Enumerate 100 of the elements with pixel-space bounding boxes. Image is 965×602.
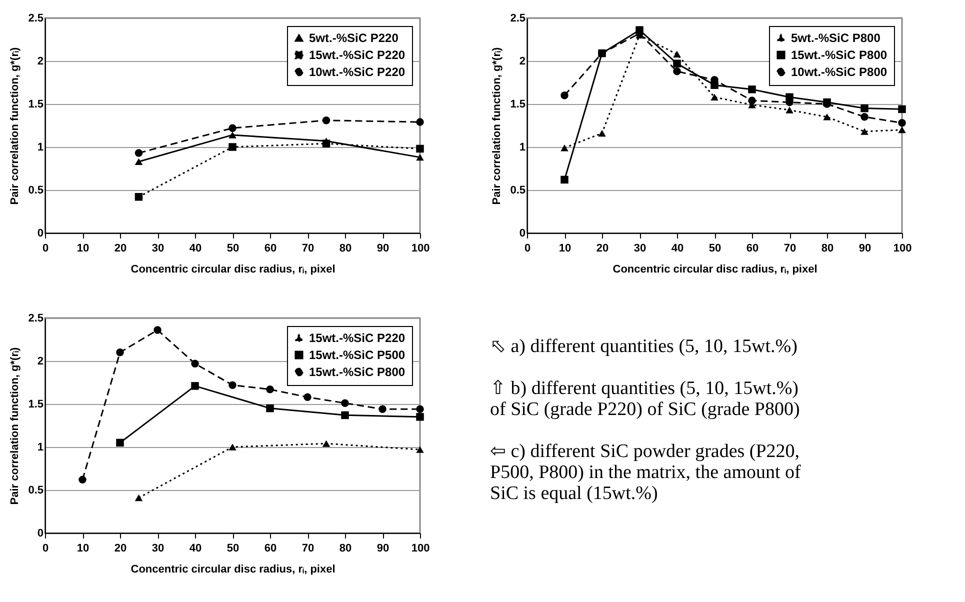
legend-label: 10wt.-%SiC P220 (309, 65, 406, 79)
legend-label: 10wt.-%SiC P800 (791, 65, 888, 79)
point (78, 476, 86, 484)
y-axis-title: Pair correlation function, g*(rᵢ) (9, 46, 22, 205)
point (898, 105, 906, 114)
point (228, 381, 236, 389)
x-tick-label: 20 (114, 242, 127, 254)
y-tick-label: 0.5 (28, 484, 44, 496)
point (228, 124, 236, 132)
point (860, 128, 868, 135)
x-tick-label: 90 (376, 542, 390, 554)
x-axis-title: Concentric circular disc radius, rᵢ, pixel (130, 264, 336, 276)
legend-label: 5wt.-%SiC P800 (791, 31, 881, 45)
point (116, 438, 124, 447)
point (416, 144, 424, 153)
point (598, 130, 606, 137)
y-tick-label: 1 (37, 442, 44, 454)
point (823, 114, 831, 120)
point (134, 158, 143, 165)
point (416, 154, 424, 161)
point (378, 405, 386, 414)
point (673, 50, 681, 58)
legend-label: 15wt.-%SiC P800 (309, 365, 406, 379)
point (416, 405, 424, 414)
y-tick-label: 2.5 (28, 312, 44, 324)
point (786, 106, 794, 114)
point (673, 60, 681, 68)
point (154, 326, 162, 334)
point (341, 399, 349, 408)
legend-label: 5wt.-%SiC P220 (309, 31, 399, 45)
y-tick-label: 1.5 (510, 98, 526, 110)
point (191, 360, 199, 368)
x-tick-label: 50 (226, 542, 240, 554)
point (134, 193, 143, 201)
y-tick-label: 0 (519, 228, 526, 240)
point (228, 444, 236, 450)
x-axis-title: Concentric circular disc radius, rᵢ, pixel (130, 564, 336, 576)
y-tick-label: 0.5 (28, 184, 44, 196)
legend-label: 15wt.-%SiC P800 (791, 48, 888, 62)
point (322, 116, 330, 124)
y-tick-label: 2 (37, 56, 44, 68)
y-tick-label: 1 (37, 142, 44, 154)
legend-label: 15wt.-%SiC P220 (309, 48, 406, 62)
x-tick-label: 20 (114, 542, 127, 554)
point (228, 143, 236, 151)
x-tick-label: 30 (634, 242, 646, 254)
point (710, 94, 718, 100)
y-tick-label: 0 (37, 528, 44, 540)
text: ⇧ b) different quantities (5, 10, 15wt.%) of SiC (grade P220) of SiC (grade P800) (490, 378, 801, 420)
x-tick-label: 30 (152, 542, 164, 554)
x-tick-label: 80 (339, 542, 352, 554)
y-axis-title: Pair correlation function, g*(rᵢ) (9, 346, 22, 505)
point (860, 113, 868, 121)
legend-label: 15wt.-%SiC P500 (309, 348, 406, 362)
point (898, 126, 906, 134)
point (898, 119, 906, 127)
point (266, 404, 274, 412)
x-tick-label: 100 (411, 542, 430, 554)
y-tick-label: 2.5 (510, 12, 526, 24)
x-tick-label: 20 (596, 242, 609, 254)
point (134, 149, 143, 157)
x-tick-label: 100 (893, 242, 912, 254)
legend-label: 15wt.-%SiC P220 (309, 331, 406, 345)
x-tick-label: 10 (558, 242, 572, 254)
x-tick-label: 80 (339, 242, 352, 254)
y-tick-label: 0 (37, 228, 44, 240)
point (134, 494, 143, 502)
x-tick-label: 70 (302, 542, 314, 554)
y-axis-title: Pair correlation function, g*(rᵢ) (491, 46, 504, 205)
text: ⇦ c) different SiC powder grades (P220, P500, P800) in the matrix, the amount of SiC is equal (15wt.%) (490, 441, 802, 504)
x-tick-label: 70 (302, 242, 314, 254)
point (304, 393, 312, 401)
point (748, 86, 756, 94)
point (560, 92, 568, 100)
point (748, 96, 756, 104)
point (560, 144, 568, 152)
x-tick-label: 60 (264, 542, 277, 554)
y-tick-label: 2 (519, 56, 526, 68)
point (860, 104, 868, 112)
x-tick-label: 10 (76, 542, 90, 554)
y-tick-label: 1.5 (28, 398, 44, 410)
point (341, 411, 349, 420)
point (560, 176, 568, 184)
point (191, 382, 199, 390)
x-tick-label: 80 (821, 242, 834, 254)
x-tick-label: 40 (189, 542, 202, 554)
x-tick-label: 40 (671, 242, 684, 254)
point (322, 140, 330, 148)
text: ⬁ a) different quantities (5, 10, 15wt.%) (490, 336, 798, 357)
x-tick-label: 30 (152, 242, 164, 254)
x-axis-title: Concentric circular disc radius, rᵢ, pixel (612, 264, 818, 276)
point (228, 132, 236, 138)
y-tick-label: 1 (519, 142, 526, 154)
point (416, 446, 424, 453)
x-tick-label: 40 (189, 242, 202, 254)
x-tick-label: 70 (784, 242, 796, 254)
point (673, 67, 681, 76)
point (116, 348, 124, 356)
y-tick-label: 1.5 (28, 98, 44, 110)
point (322, 440, 330, 447)
